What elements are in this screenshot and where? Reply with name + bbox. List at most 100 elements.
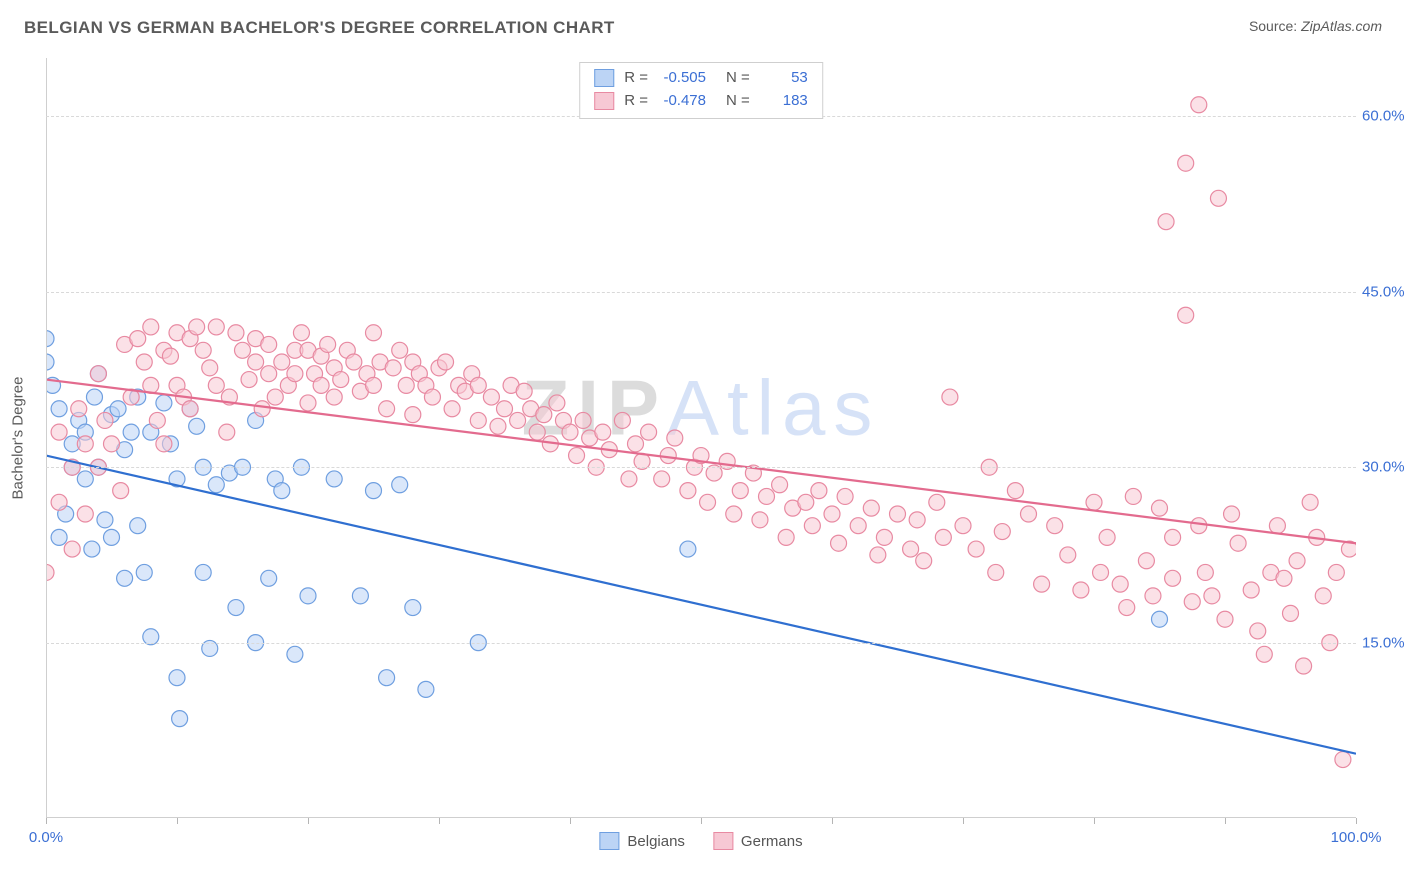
data-point xyxy=(130,518,146,534)
data-point xyxy=(418,681,434,697)
data-point xyxy=(1119,600,1135,616)
data-point xyxy=(470,412,486,428)
data-point xyxy=(654,471,670,487)
source-attribution: Source: ZipAtlas.com xyxy=(1249,18,1382,34)
data-point xyxy=(300,588,316,604)
data-point xyxy=(536,407,552,423)
x-tick-mark xyxy=(701,818,702,824)
data-point xyxy=(700,494,716,510)
x-tick-mark xyxy=(308,818,309,824)
data-point xyxy=(1007,483,1023,499)
data-point xyxy=(621,471,637,487)
data-point xyxy=(113,483,129,499)
data-point xyxy=(1217,611,1233,627)
data-point xyxy=(1191,97,1207,113)
legend-label: Germans xyxy=(741,833,803,850)
data-point xyxy=(219,424,235,440)
header: BELGIAN VS GERMAN BACHELOR'S DEGREE CORR… xyxy=(0,0,1406,48)
data-point xyxy=(51,401,67,417)
data-point xyxy=(497,401,513,417)
data-point xyxy=(366,377,382,393)
data-point xyxy=(149,412,165,428)
data-point xyxy=(1315,588,1331,604)
legend-swatch xyxy=(594,69,614,87)
data-point xyxy=(778,529,794,545)
data-point xyxy=(916,553,932,569)
data-point xyxy=(104,436,120,452)
data-point xyxy=(267,389,283,405)
data-point xyxy=(379,670,395,686)
data-point xyxy=(680,541,696,557)
data-point xyxy=(516,383,532,399)
data-point xyxy=(1152,611,1168,627)
data-point xyxy=(392,342,408,358)
data-point xyxy=(1328,564,1344,580)
data-point xyxy=(366,325,382,341)
data-point xyxy=(680,483,696,499)
data-point xyxy=(510,412,526,428)
source-label: Source: xyxy=(1249,18,1297,34)
stat-n-value: 53 xyxy=(760,67,808,90)
data-point xyxy=(1230,535,1246,551)
gridline xyxy=(46,467,1356,468)
data-point xyxy=(1073,582,1089,598)
data-point xyxy=(77,506,93,522)
x-tick-mark xyxy=(1094,818,1095,824)
data-point xyxy=(261,570,277,586)
data-point xyxy=(235,342,251,358)
data-point xyxy=(261,336,277,352)
data-point xyxy=(274,483,290,499)
data-point xyxy=(870,547,886,563)
x-tick-mark xyxy=(963,818,964,824)
data-point xyxy=(1152,500,1168,516)
data-point xyxy=(955,518,971,534)
data-point xyxy=(1184,594,1200,610)
data-point xyxy=(876,529,892,545)
x-tick-mark xyxy=(570,818,571,824)
data-point xyxy=(110,401,126,417)
data-point xyxy=(71,401,87,417)
data-point xyxy=(51,424,67,440)
data-point xyxy=(392,477,408,493)
scatter-plot xyxy=(46,58,1356,818)
data-point xyxy=(1276,570,1292,586)
legend-item: Belgians xyxy=(599,832,685,850)
data-point xyxy=(811,483,827,499)
data-point xyxy=(1269,518,1285,534)
data-point xyxy=(1125,488,1141,504)
data-point xyxy=(326,471,342,487)
data-point xyxy=(863,500,879,516)
data-point xyxy=(130,331,146,347)
data-point xyxy=(1060,547,1076,563)
data-point xyxy=(1224,506,1240,522)
data-point xyxy=(385,360,401,376)
data-point xyxy=(1256,646,1272,662)
y-tick-label: 30.0% xyxy=(1362,459,1406,476)
data-point xyxy=(97,512,113,528)
data-point xyxy=(156,395,172,411)
data-point xyxy=(1047,518,1063,534)
data-point xyxy=(1210,190,1226,206)
data-point xyxy=(46,331,54,347)
data-point xyxy=(562,424,578,440)
stats-row: R =-0.505N =53 xyxy=(594,67,808,90)
data-point xyxy=(1021,506,1037,522)
data-point xyxy=(313,377,329,393)
x-tick-mark xyxy=(46,818,47,824)
x-tick-label: 0.0% xyxy=(29,829,63,846)
data-point xyxy=(156,436,172,452)
data-point xyxy=(287,366,303,382)
data-point xyxy=(51,529,67,545)
stat-r-value: -0.505 xyxy=(658,67,706,90)
data-point xyxy=(549,395,565,411)
data-point xyxy=(97,412,113,428)
data-point xyxy=(398,377,414,393)
data-point xyxy=(77,471,93,487)
data-point xyxy=(490,418,506,434)
page-title: BELGIAN VS GERMAN BACHELOR'S DEGREE CORR… xyxy=(24,18,615,38)
stat-r-value: -0.478 xyxy=(658,90,706,113)
data-point xyxy=(287,646,303,662)
data-point xyxy=(352,588,368,604)
data-point xyxy=(1335,752,1351,768)
data-point xyxy=(667,430,683,446)
